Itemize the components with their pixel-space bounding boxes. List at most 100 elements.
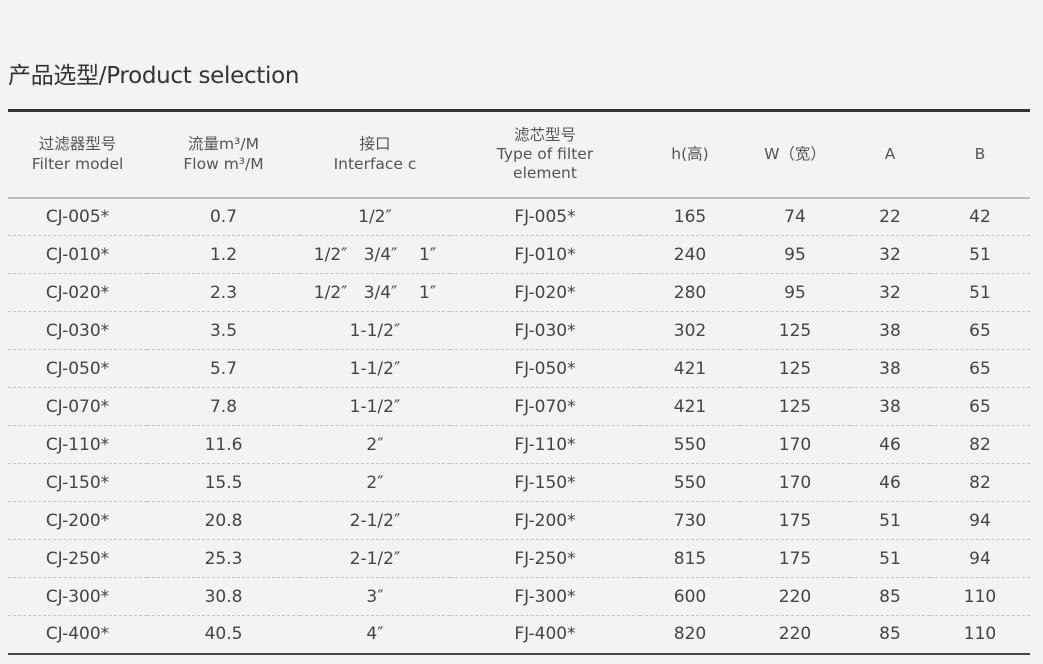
cell-interface: 4″ — [366, 624, 384, 645]
cell-height: 550 — [673, 472, 707, 493]
cell-width: 220 — [778, 586, 812, 607]
cell-width: 95 — [784, 282, 806, 303]
cell-filter-model: CJ-030* — [45, 320, 110, 341]
cell-height: 165 — [673, 206, 707, 227]
cell-interface: 1/2″ — [358, 206, 392, 227]
cell-a: 85 — [879, 586, 901, 607]
header-filter-model: 过滤器型号 Filter model — [8, 110, 147, 199]
table-row: CJ-030* 3.5 1-1/2″ FJ-030* 302 125 38 65 — [8, 312, 1030, 350]
cell-filter-model: CJ-400* — [45, 624, 110, 645]
cell-interface: 1-1/2″ — [349, 358, 401, 379]
cell-filter-element: FJ-070* — [514, 396, 576, 417]
cell-interface: 1-1/2″ — [349, 396, 401, 417]
cell-b: 65 — [969, 320, 991, 341]
cell-a: 32 — [879, 244, 901, 265]
cell-width: 95 — [784, 244, 806, 265]
cell-filter-element: FJ-050* — [514, 358, 576, 379]
cell-filter-element: FJ-400* — [514, 624, 576, 645]
cell-flow: 30.8 — [204, 586, 243, 607]
cell-flow: 15.5 — [204, 472, 243, 493]
cell-filter-model: CJ-070* — [45, 396, 110, 417]
cell-filter-element: FJ-200* — [514, 510, 576, 531]
cell-a: 38 — [879, 358, 901, 379]
cell-width: 175 — [778, 510, 812, 531]
cell-a: 51 — [879, 548, 901, 569]
cell-flow: 5.7 — [209, 358, 238, 379]
cell-a: 32 — [879, 282, 901, 303]
cell-filter-model: CJ-010* — [45, 244, 110, 265]
cell-height: 421 — [673, 396, 707, 417]
cell-interface: 2-1/2″ — [349, 510, 401, 531]
cell-interface: 2-1/2″ — [349, 548, 401, 569]
cell-filter-model: CJ-005* — [45, 206, 110, 227]
cell-b: 42 — [969, 206, 991, 227]
table-row: CJ-400* 40.5 4″ FJ-400* 820 220 85 110 — [8, 616, 1030, 654]
cell-b: 65 — [969, 396, 991, 417]
cell-b: 94 — [969, 510, 991, 531]
header-filter-element: 滤芯型号 Type of filter element — [450, 110, 640, 199]
cell-flow: 20.8 — [204, 510, 243, 531]
cell-height: 815 — [673, 548, 707, 569]
cell-height: 302 — [673, 320, 707, 341]
cell-flow: 11.6 — [204, 434, 243, 455]
cell-interface: 2″ — [366, 472, 384, 493]
cell-flow: 3.5 — [209, 320, 238, 341]
table-row: CJ-020* 2.3 1/2″ 3/4″ 1″ FJ-020* 280 95 32 51 — [8, 274, 1030, 312]
cell-height: 280 — [673, 282, 707, 303]
cell-flow: 25.3 — [204, 548, 243, 569]
page-title: 产品选型/Product selection — [8, 63, 300, 89]
cell-height: 600 — [673, 586, 707, 607]
cell-b: 51 — [969, 244, 991, 265]
table-row: CJ-200* 20.8 2-1/2″ FJ-200* 730 175 51 94 — [8, 502, 1030, 540]
cell-filter-element: FJ-250* — [514, 548, 576, 569]
cell-width: 74 — [784, 206, 806, 227]
cell-filter-element: FJ-010* — [514, 244, 576, 265]
table-row: CJ-050* 5.7 1-1/2″ FJ-050* 421 125 38 65 — [8, 350, 1030, 388]
table-row: CJ-070* 7.8 1-1/2″ FJ-070* 421 125 38 65 — [8, 388, 1030, 426]
cell-height: 240 — [673, 244, 707, 265]
cell-a: 51 — [879, 510, 901, 531]
cell-filter-model: CJ-020* — [45, 282, 110, 303]
header-row: 过滤器型号 Filter model 流量m³/M Flow m³/M 接口 Inte… — [8, 110, 1030, 199]
cell-flow: 7.8 — [209, 396, 238, 417]
cell-filter-element: FJ-020* — [514, 282, 576, 303]
table-row: CJ-150* 15.5 2″ FJ-150* 550 170 46 82 — [8, 464, 1030, 502]
cell-interface: 2″ — [366, 434, 384, 455]
header-b: B — [930, 110, 1030, 199]
cell-filter-model: CJ-150* — [45, 472, 110, 493]
cell-a: 46 — [879, 472, 901, 493]
cell-b: 65 — [969, 358, 991, 379]
cell-filter-element: FJ-030* — [514, 320, 576, 341]
header-height: h(高) — [640, 110, 740, 199]
table-row: CJ-005* 0.7 1/2″ FJ-005* 165 74 22 42 — [8, 198, 1030, 236]
cell-width: 220 — [778, 624, 812, 645]
cell-filter-element: FJ-150* — [514, 472, 576, 493]
cell-height: 730 — [673, 510, 707, 531]
header-a: A — [850, 110, 930, 199]
cell-width: 125 — [778, 320, 812, 341]
cell-filter-model: CJ-300* — [45, 586, 110, 607]
cell-filter-model: CJ-110* — [45, 434, 110, 455]
cell-width: 170 — [778, 472, 812, 493]
cell-filter-element: FJ-005* — [514, 206, 576, 227]
cell-flow: 40.5 — [204, 624, 243, 645]
cell-filter-element: FJ-300* — [514, 586, 576, 607]
cell-a: 46 — [879, 434, 901, 455]
cell-height: 550 — [673, 434, 707, 455]
cell-a: 85 — [879, 624, 901, 645]
cell-a: 22 — [879, 206, 901, 227]
table-row: CJ-300* 30.8 3″ FJ-300* 600 220 85 110 — [8, 578, 1030, 616]
cell-b: 94 — [969, 548, 991, 569]
cell-a: 38 — [879, 396, 901, 417]
cell-b: 82 — [969, 472, 991, 493]
cell-width: 125 — [778, 358, 812, 379]
table-row: CJ-110* 11.6 2″ FJ-110* 550 170 46 82 — [8, 426, 1030, 464]
cell-b: 110 — [963, 624, 997, 645]
cell-filter-model: CJ-200* — [45, 510, 110, 531]
cell-interface: 1/2″ 3/4″ 1″ — [313, 244, 437, 265]
table-row: CJ-010* 1.2 1/2″ 3/4″ 1″ FJ-010* 240 95 32 51 — [8, 236, 1030, 274]
cell-interface: 3″ — [366, 586, 384, 607]
cell-flow: 0.7 — [209, 206, 238, 227]
cell-flow: 1.2 — [209, 244, 238, 265]
cell-b: 51 — [969, 282, 991, 303]
